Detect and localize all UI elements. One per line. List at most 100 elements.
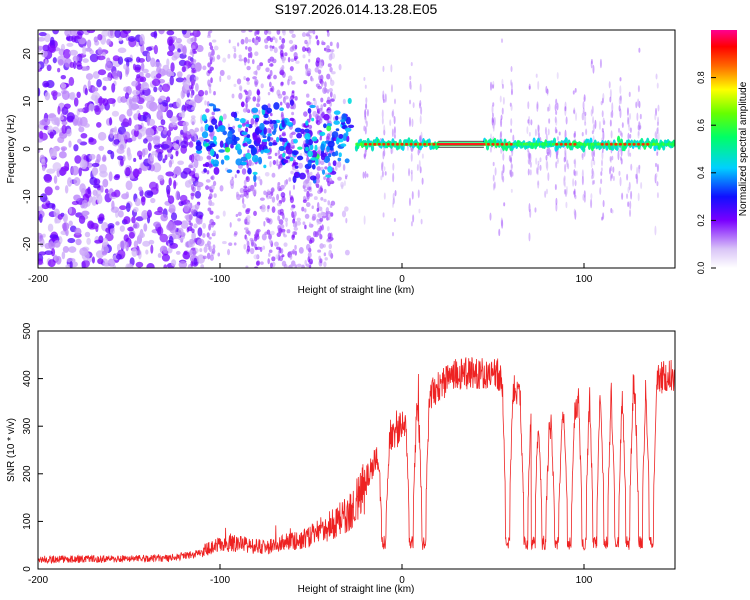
spectrogram-cell: [38, 206, 44, 212]
spectrogram-cell: [135, 216, 144, 222]
spectrogram-cell: [527, 150, 530, 159]
spectrogram-cell: [556, 72, 559, 80]
spectrogram-cell: [392, 172, 395, 183]
spectrogram-cell: [160, 143, 170, 149]
spectrogram-cell: [563, 157, 566, 163]
spectrogram-cell: [305, 120, 309, 126]
spectrogram-cell: [207, 69, 212, 74]
spectrogram-cell: [311, 117, 315, 122]
spectrogram-cell: [190, 260, 194, 267]
spectrogram-cell: [87, 186, 91, 195]
spectrogram-cell: [211, 111, 215, 116]
spectrogram-cell: [331, 131, 339, 139]
spectrogram-cell: [238, 92, 243, 100]
spectrogram-cell: [363, 215, 366, 225]
spectrogram-cell: [57, 67, 61, 73]
spectrogram-cell: [306, 172, 311, 179]
spectrogram-cell: [102, 154, 107, 162]
spectrogram-cell: [619, 156, 622, 161]
spectrogram-cell: [115, 221, 120, 226]
spectrogram-cell: [166, 58, 170, 67]
spectrogram-cell: [152, 61, 162, 68]
spectrogram-cell: [161, 70, 169, 76]
spectrogram-cell: [93, 36, 99, 43]
spectrogram-ylabel: Frequency (Hz): [6, 115, 17, 184]
spectrogram-cell: [627, 142, 632, 146]
spectrogram-xtick-label: -100: [210, 274, 230, 285]
spectrogram-cell: [499, 131, 502, 141]
spectrogram-cell: [134, 124, 139, 132]
spectrogram-cell: [206, 232, 210, 238]
spectrogram-cell: [79, 183, 86, 194]
colorbar-gradient: [711, 30, 737, 268]
spectrogram-cell: [534, 207, 537, 213]
spectrogram-cell: [619, 176, 622, 187]
spectrogram-cell: [585, 128, 588, 136]
spectrogram-cell: [629, 200, 632, 210]
spectrogram-cell: [269, 47, 273, 52]
spectrogram-cell: [160, 119, 166, 126]
spectrogram-cell: [178, 260, 188, 268]
spectrogram-cell: [323, 123, 327, 129]
spectrogram-cell: [655, 172, 658, 178]
spectrogram-xlabel: Height of straight line (km): [298, 285, 415, 296]
spectrogram-cell: [143, 223, 148, 232]
spectrogram-cell: [279, 224, 285, 229]
spectrogram-cell: [308, 34, 312, 40]
spectrogram-cell: [132, 168, 140, 178]
spectrogram-cell: [116, 243, 121, 252]
spectrogram-cell: [204, 100, 207, 106]
spectrogram-cell: [157, 174, 164, 181]
spectrogram-cell: [258, 109, 261, 115]
spectrogram-cell: [263, 220, 266, 227]
spectrogram-cell: [67, 237, 76, 244]
spectrogram-cell: [82, 45, 87, 56]
spectrogram-cell: [166, 184, 171, 195]
spectrogram-cell: [247, 167, 252, 175]
spectrogram-cell: [565, 185, 568, 195]
spectrogram-cell: [141, 209, 149, 220]
spectrogram-cell: [208, 186, 212, 192]
spectrogram-cell: [190, 129, 195, 136]
spectrogram-cell: [167, 50, 174, 57]
spectrogram-cell: [237, 211, 242, 217]
spectrogram-cell: [105, 232, 114, 242]
spectrogram-cell: [639, 113, 642, 120]
spectrogram-cell: [133, 240, 139, 248]
spectrogram-cell: [242, 108, 248, 113]
spectrogram-cell: [128, 117, 132, 127]
spectrogram-cell: [338, 133, 344, 139]
spectrogram-cell: [563, 189, 566, 195]
spectrogram-cell: [204, 90, 209, 96]
spectrogram-cell: [637, 85, 640, 93]
spectrogram-cell: [153, 30, 158, 39]
spectrogram-cell: [81, 251, 90, 261]
spectrogram-cell: [285, 221, 288, 228]
spectrogram-cell: [212, 163, 219, 167]
spectrogram-cell: [331, 71, 336, 75]
spectrogram-cell: [304, 128, 310, 133]
spectrogram-cell: [335, 115, 339, 121]
spectrogram-cell: [54, 217, 58, 224]
spectrogram-cell: [565, 116, 568, 125]
spectrogram-cell: [344, 176, 348, 180]
spectrogram-cell: [96, 121, 102, 128]
spectrogram-cell: [574, 170, 577, 177]
spectrogram-cell: [383, 166, 386, 171]
spectrogram-cell: [575, 112, 578, 121]
spectrogram-cell: [320, 209, 324, 217]
spectrogram-cell: [190, 177, 196, 182]
spectrogram-cell: [145, 94, 154, 103]
spectrogram-cell: [245, 265, 249, 268]
spectrogram-cell: [142, 111, 149, 116]
spectrogram-cell: [109, 129, 114, 139]
spectrogram-cell: [201, 114, 207, 122]
spectrogram-cell: [47, 259, 56, 268]
spectrogram-cell: [326, 110, 332, 116]
spectrogram-cell: [384, 171, 387, 176]
spectrogram-cell: [536, 103, 539, 112]
spectrogram-cell: [654, 113, 657, 121]
spectrogram-cell: [266, 30, 269, 33]
spectrogram-cell: [44, 242, 52, 250]
spectrogram-cell: [565, 201, 568, 209]
